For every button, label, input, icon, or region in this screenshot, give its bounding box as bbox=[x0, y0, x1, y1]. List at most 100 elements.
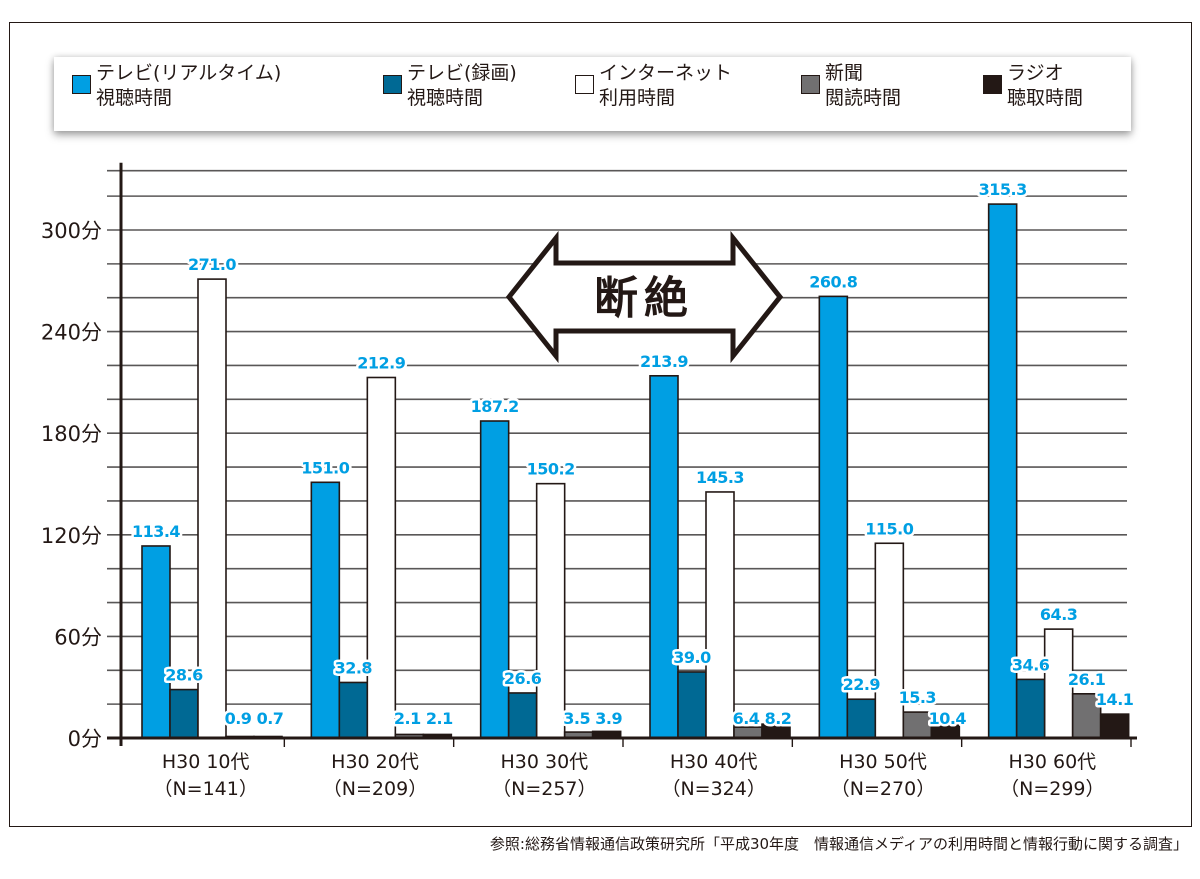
legend-swatch-radio bbox=[983, 75, 1002, 94]
bar bbox=[846, 698, 877, 739]
bar bbox=[141, 545, 171, 739]
bar bbox=[677, 671, 707, 739]
data-label: 212.9 bbox=[357, 353, 405, 372]
x-tick-label: H30 30代 bbox=[500, 751, 588, 773]
legend-label: ラジオ 聴取時間 bbox=[1007, 61, 1083, 111]
data-label: 3.5 bbox=[563, 709, 590, 728]
y-tick-label: 0分 bbox=[68, 727, 102, 751]
bar bbox=[366, 376, 397, 739]
bar bbox=[874, 542, 905, 739]
data-label: 113.4 bbox=[132, 522, 180, 541]
data-label: 32.8 bbox=[335, 658, 373, 677]
y-tick-label: 60分 bbox=[54, 625, 102, 649]
data-label: 28.6 bbox=[165, 666, 203, 685]
legend-label-line2: 視聴時間 bbox=[407, 87, 484, 109]
data-label: 2.1 bbox=[394, 709, 421, 728]
legend-label-line1: 新聞 bbox=[825, 62, 864, 84]
x-tick-sublabel: （N=209） bbox=[323, 778, 427, 800]
data-label: 14.1 bbox=[1096, 690, 1134, 709]
x-tick-sublabel: （N=257） bbox=[492, 778, 596, 800]
legend-label: テレビ(録画) 視聴時間 bbox=[407, 61, 517, 111]
axes: 0分 60分 120分 180分 240分 300分 H30 10代 （N=141） H30 2… bbox=[41, 162, 1137, 800]
x-tick-label: H30 20代 bbox=[331, 751, 419, 773]
bar bbox=[649, 374, 679, 739]
legend-label-line2: 利用時間 bbox=[599, 87, 676, 109]
legend-label-line1: インターネット bbox=[599, 62, 733, 84]
y-tick-label: 120分 bbox=[41, 524, 102, 548]
x-tick-label: H30 60代 bbox=[1008, 751, 1096, 773]
bar bbox=[1043, 628, 1074, 739]
legend-item-internet: インターネット 利用時間 bbox=[575, 61, 732, 111]
data-label: 115.0 bbox=[865, 519, 913, 538]
data-label: 0.9 bbox=[225, 709, 252, 728]
x-tick-sublabel: （N=270） bbox=[831, 778, 935, 800]
bar bbox=[733, 726, 763, 739]
data-label: 315.3 bbox=[979, 180, 1027, 199]
grid-lines bbox=[107, 169, 1127, 705]
legend-swatch-tv-realtime bbox=[72, 75, 91, 94]
data-label: 64.3 bbox=[1040, 605, 1077, 624]
bar bbox=[535, 482, 566, 739]
x-tick-label: H30 40代 bbox=[670, 751, 758, 773]
annotation-label: 断絶 bbox=[594, 273, 694, 324]
legend-label: テレビ(リアルタイム) 視聴時間 bbox=[96, 61, 281, 111]
bar bbox=[507, 692, 538, 739]
y-tick-label: 240分 bbox=[41, 321, 102, 345]
legend-swatch-newspaper bbox=[801, 75, 820, 94]
y-tick-label: 300分 bbox=[41, 219, 102, 243]
legend-label: インターネット 利用時間 bbox=[599, 61, 732, 111]
source-note: 参照:総務省情報通信政策研究所「平成30年度 情報通信メディアの利用時間と情報行… bbox=[489, 835, 1188, 853]
data-label: 22.9 bbox=[843, 675, 881, 694]
legend-swatch-tv-recorded bbox=[383, 75, 402, 94]
data-label: 39.0 bbox=[673, 648, 711, 667]
x-tick-label: H30 50代 bbox=[839, 751, 927, 773]
x-tick-sublabel: （N=324） bbox=[661, 778, 765, 800]
data-label: 0.7 bbox=[257, 709, 284, 728]
data-label: 10.4 bbox=[929, 709, 967, 728]
legend: テレビ(リアルタイム) 視聴時間 テレビ(録画) 視聴時間 インターネット 利用… bbox=[54, 57, 1131, 131]
data-label: 271.0 bbox=[188, 255, 236, 274]
legend-label-line2: 視聴時間 bbox=[96, 87, 173, 109]
bar bbox=[1099, 713, 1130, 739]
bar bbox=[902, 711, 933, 739]
legend-label: 新聞 閲読時間 bbox=[825, 61, 901, 111]
data-label: 2.1 bbox=[426, 709, 453, 728]
x-tick-label: H30 10代 bbox=[162, 751, 250, 773]
legend-item-radio: ラジオ 聴取時間 bbox=[983, 61, 1083, 111]
legend-swatch-internet bbox=[575, 75, 594, 94]
bars bbox=[141, 203, 1130, 739]
y-tick-label: 180分 bbox=[41, 422, 102, 446]
x-tick-sublabel: （N=141） bbox=[153, 778, 257, 800]
bar bbox=[197, 278, 227, 739]
data-label: 213.9 bbox=[640, 352, 688, 371]
bar bbox=[310, 481, 341, 739]
bar bbox=[818, 295, 849, 739]
legend-label-line1: テレビ(リアルタイム) bbox=[96, 62, 282, 84]
bar bbox=[1071, 693, 1102, 739]
bar bbox=[705, 491, 735, 739]
data-label: 187.2 bbox=[471, 397, 519, 416]
data-label: 150.2 bbox=[527, 460, 575, 479]
legend-label-line1: ラジオ bbox=[1007, 62, 1064, 84]
legend-label-line1: テレビ(録画) bbox=[407, 62, 517, 84]
data-label: 6.4 bbox=[733, 709, 760, 728]
bar bbox=[169, 688, 199, 739]
annotation-arrow: 断絶 bbox=[505, 230, 784, 364]
legend-item-tv-realtime: テレビ(リアルタイム) 視聴時間 bbox=[72, 61, 281, 111]
legend-label-line2: 聴取時間 bbox=[1007, 87, 1084, 109]
bar bbox=[479, 420, 510, 739]
bar bbox=[338, 681, 369, 739]
data-label: 8.2 bbox=[765, 709, 792, 728]
data-labels: 113.4 28.6 271.0 0.9 0.7 151.0 32.8 212.9 2.1 2.1… bbox=[129, 178, 1136, 731]
legend-item-newspaper: 新聞 閲読時間 bbox=[801, 61, 901, 111]
data-label: 26.6 bbox=[504, 669, 542, 688]
legend-label-line2: 閲読時間 bbox=[825, 87, 902, 109]
data-label: 151.0 bbox=[301, 458, 349, 477]
data-label: 34.6 bbox=[1012, 655, 1050, 674]
legend-item-tv-recorded: テレビ(録画) 視聴時間 bbox=[383, 61, 517, 111]
x-tick-sublabel: （N=299） bbox=[1000, 778, 1104, 800]
data-label: 26.1 bbox=[1068, 670, 1106, 689]
data-label: 260.8 bbox=[809, 272, 857, 291]
data-label: 3.9 bbox=[595, 709, 622, 728]
